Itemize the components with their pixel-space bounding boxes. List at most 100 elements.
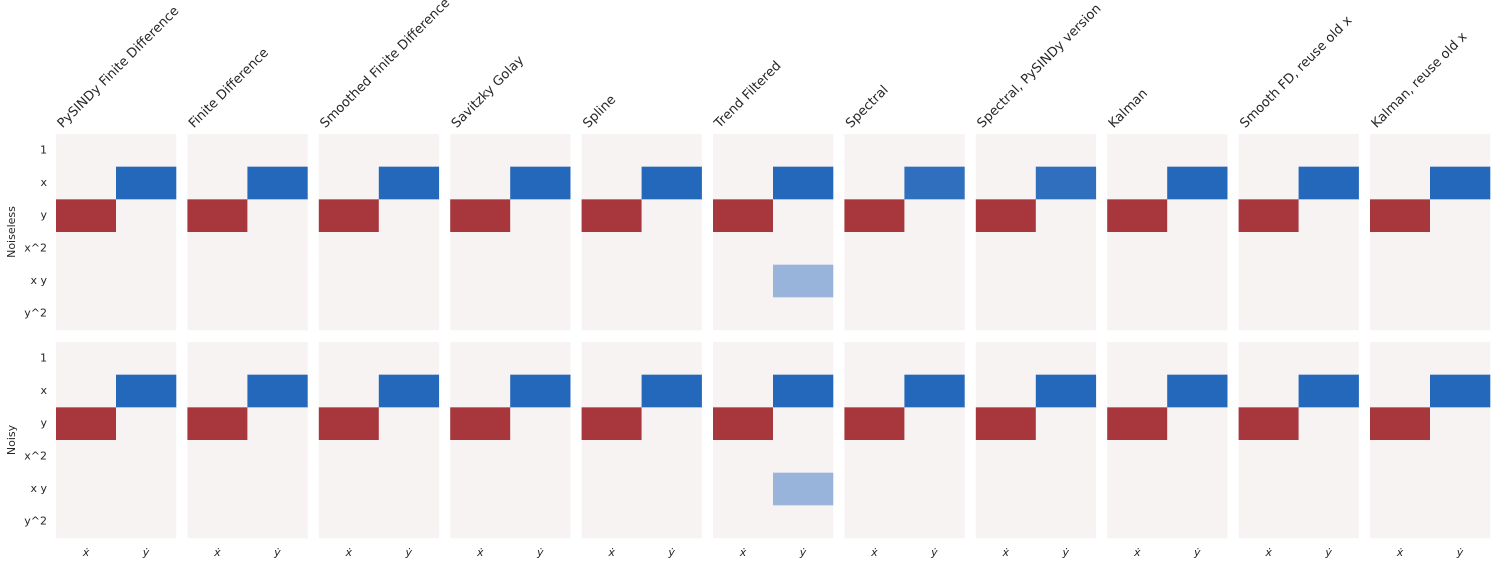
heatmap-cell [378,407,440,441]
heatmap-cell [1238,440,1299,473]
column-title: Finite Difference [186,46,272,132]
heatmap-cell [1107,505,1168,539]
heatmap-cell [975,134,1037,167]
heatmap-cell [1238,297,1299,331]
heatmap-cell [773,232,834,265]
heatmap-cell [1107,472,1168,506]
heatmap-cell [378,505,440,539]
heatmap-cell [1238,166,1299,200]
heatmap-cell [975,232,1037,265]
x-tick-label: ẋ [476,546,484,559]
heatmap-cell [187,232,248,265]
heatmap-cell [1430,472,1491,506]
row-label: Noisy [5,424,18,455]
heatmap-cell [1107,374,1168,408]
heatmap-cell [1430,505,1491,539]
heatmap-cell [844,505,905,539]
heatmap-cell [450,134,511,167]
heatmap-cell [844,374,905,408]
heatmap-cell [1167,166,1228,200]
heatmap-cell [1370,264,1431,298]
heatmap-cell [713,199,774,233]
heatmap-cell [713,297,774,331]
column-title: Spectral, PySINDy version [974,1,1104,131]
heatmap-cell [318,166,380,200]
heatmap-cell [1167,472,1228,506]
heatmap-cell [581,505,642,539]
heatmap-cell [187,264,248,298]
heatmap-cell [510,342,571,375]
x-tick-label: ẏ [667,546,675,559]
heatmap-cell [187,134,248,167]
heatmap-cell [1167,134,1228,167]
heatmap-cell [318,232,380,265]
heatmap-cell [904,407,965,441]
heatmap-cell [904,134,965,167]
x-tick-label: ẋ [213,546,221,559]
heatmap-cell [1370,134,1431,167]
y-tick-label: y^2 [24,307,47,320]
heatmap-cell [187,374,248,408]
heatmap-cell [1238,505,1299,539]
heatmap-cell [1298,134,1359,167]
heatmap-cell [378,374,440,408]
heatmap-cell [1107,199,1168,233]
heatmap-cell [510,264,571,298]
heatmap-cell [773,166,834,200]
heatmap-cell [1298,264,1359,298]
x-tick-label: ẋ [1133,546,1141,559]
heatmap-cell [450,407,511,441]
column-title: Kalman [1106,86,1151,131]
heatmap-cell [1107,134,1168,167]
heatmap-cell [1430,440,1491,473]
heatmap-cell [1370,374,1431,408]
heatmap-cell [975,199,1037,233]
heatmap-cell [318,342,380,375]
heatmap-cell [1035,342,1097,375]
heatmap-cell [581,440,642,473]
heatmap-cell [581,472,642,506]
heatmap-cell [581,374,642,408]
heatmap-cell [1238,374,1299,408]
heatmap-cell [1298,232,1359,265]
heatmap-cell [904,505,965,539]
heatmap-cell [1370,407,1431,441]
heatmap-cell [1298,407,1359,441]
heatmap-cell [1370,342,1431,375]
heatmap-cell [1370,199,1431,233]
heatmap-cell [318,199,380,233]
heatmap-cell [56,134,117,167]
heatmap-cell [641,472,702,506]
heatmap-cell [1370,166,1431,200]
heatmap-cell [1107,342,1168,375]
heatmap-cell [1238,264,1299,298]
heatmap-cell [975,166,1037,200]
heatmap-cell [187,199,248,233]
heatmap-cell [904,232,965,265]
heatmap-cell [1167,297,1228,331]
heatmap-cell [1430,407,1491,441]
x-tick-label: ẏ [1062,546,1070,559]
heatmap-cell [844,440,905,473]
heatmap-cell [1430,342,1491,375]
heatmap-cell [1298,505,1359,539]
y-tick-label: x^2 [24,241,47,254]
heatmap-cell [510,374,571,408]
heatmap-cell [187,472,248,506]
heatmap-cell [56,407,117,441]
heatmap-cell [510,440,571,473]
heatmap-cell [844,407,905,441]
x-tick-label: ẋ [1002,546,1010,559]
heatmap-cell [450,374,511,408]
heatmap-cell [247,374,308,408]
heatmap-cell [844,166,905,200]
heatmap-cell [116,166,177,200]
heatmap-cell [1035,505,1097,539]
heatmap-cell [1167,440,1228,473]
heatmap-cell [187,440,248,473]
heatmap-cell [116,297,177,331]
heatmap-cell [975,264,1037,298]
y-tick-label: 1 [40,351,47,364]
column-title: Spectral [843,83,892,132]
heatmap-cell [510,134,571,167]
